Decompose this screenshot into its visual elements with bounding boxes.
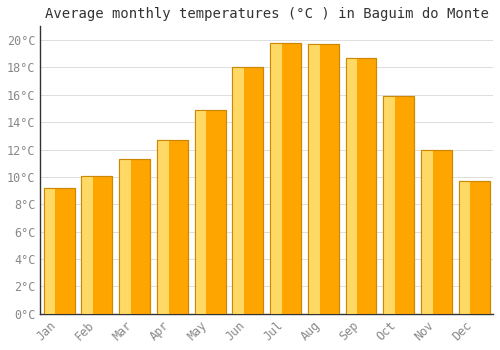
Bar (270, 43, 282, 314)
Bar (157, 140, 188, 314)
Bar (384, 96, 414, 314)
Bar (458, 181, 470, 314)
Bar (384, 96, 414, 314)
Bar (346, 58, 376, 314)
Bar (270, 43, 301, 314)
Bar (421, 149, 452, 314)
Bar (232, 67, 244, 314)
Bar (44, 188, 56, 314)
Bar (458, 181, 490, 314)
Bar (82, 176, 112, 314)
Bar (82, 176, 93, 314)
Bar (270, 43, 301, 314)
Bar (194, 110, 206, 314)
Bar (194, 110, 226, 314)
Bar (308, 44, 338, 314)
Bar (119, 159, 150, 314)
Bar (421, 149, 452, 314)
Bar (157, 140, 188, 314)
Bar (119, 159, 150, 314)
Bar (308, 44, 338, 314)
Bar (194, 110, 226, 314)
Bar (458, 181, 490, 314)
Bar (308, 44, 320, 314)
Bar (82, 176, 112, 314)
Bar (157, 140, 168, 314)
Bar (346, 58, 358, 314)
Bar (44, 188, 74, 314)
Title: Average monthly temperatures (°C ) in Baguim do Monte: Average monthly temperatures (°C ) in Ba… (44, 7, 488, 21)
Bar (232, 67, 264, 314)
Bar (421, 149, 432, 314)
Bar (346, 58, 376, 314)
Bar (44, 188, 74, 314)
Bar (232, 67, 264, 314)
Bar (384, 96, 395, 314)
Bar (119, 159, 131, 314)
